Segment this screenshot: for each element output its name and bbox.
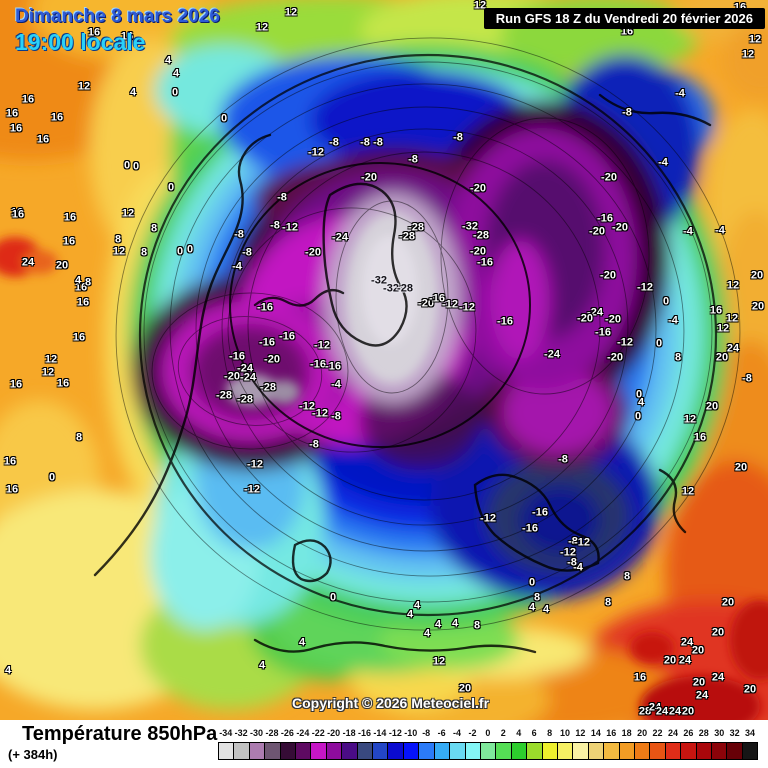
colorbar-tick: -32 [234, 728, 248, 738]
colorbar-cells [218, 742, 758, 760]
colorbar-cell [342, 743, 358, 759]
forecast-hour-label: (+ 384h) [8, 747, 58, 762]
colorbar-tick: 24 [667, 728, 678, 738]
colorbar-tick: 18 [621, 728, 632, 738]
colorbar-cell [511, 743, 528, 759]
run-info-box: Run GFS 18 Z du Vendredi 20 février 2026 [483, 8, 765, 29]
colorbar-tick: -6 [437, 728, 446, 738]
colorbar-tick: -24 [296, 728, 310, 738]
colorbar-cell [542, 743, 558, 759]
colorbar-tick: 2 [500, 728, 506, 738]
colorbar-cell [650, 743, 666, 759]
colorbar-tick: 16 [606, 728, 617, 738]
colorbar-cell [265, 743, 281, 759]
colorbar-tick: 20 [637, 728, 648, 738]
temperature-map-svg [0, 0, 768, 720]
colorbar-cell [742, 743, 758, 759]
colorbar-tick: 4 [516, 728, 522, 738]
colorbar-tick: -16 [358, 728, 372, 738]
colorbar-tick: 8 [547, 728, 553, 738]
colorbar-tick: 30 [714, 728, 725, 738]
colorbar-cell [588, 743, 605, 759]
map-area: 1616161616161616161616121212121616121212… [0, 0, 768, 720]
colorbar-tick: -26 [280, 728, 294, 738]
colorbar-tick: -4 [453, 728, 462, 738]
colorbar-tick: 28 [698, 728, 709, 738]
colorbar-tick: -12 [388, 728, 402, 738]
map-title: Température 850hPa [22, 723, 218, 745]
colorbar-cell [234, 743, 250, 759]
colorbar-cell [634, 743, 651, 759]
colorbar-cell [480, 743, 497, 759]
colorbar-cell [419, 743, 435, 759]
colorbar-cell [712, 743, 728, 759]
colorbar-tick: -10 [404, 728, 418, 738]
forecast-date-label: Dimanche 8 mars 2026 [15, 6, 220, 27]
colorbar-cell [604, 743, 620, 759]
colorbar-cell [280, 743, 297, 759]
colorbar-tick: -22 [311, 728, 325, 738]
colorbar-tick: 34 [745, 728, 756, 738]
colorbar-cell [326, 743, 343, 759]
colorbar-cell [450, 743, 466, 759]
colorbar-tick: -34 [219, 728, 233, 738]
colorbar-cell [434, 743, 451, 759]
colorbar-tick: 12 [575, 728, 586, 738]
colorbar-tick: 10 [559, 728, 570, 738]
run-info-text: Run GFS 18 Z du Vendredi 20 février 2026 [495, 11, 753, 26]
colorbar-cell [249, 743, 266, 759]
colorbar-tick: 26 [683, 728, 694, 738]
colorbar-cell [388, 743, 404, 759]
colorbar-tick: 0 [485, 728, 491, 738]
colorbar-cell [527, 743, 543, 759]
colorbar-tick: -20 [327, 728, 341, 738]
colorbar-cell [357, 743, 374, 759]
colorbar-tick: -8 [422, 728, 431, 738]
colorbar-tick: 14 [590, 728, 601, 738]
colorbar-cell [696, 743, 712, 759]
colorbar-cell [403, 743, 420, 759]
colorbar-cell [681, 743, 697, 759]
colorbar-cell [296, 743, 312, 759]
colorbar-cell [311, 743, 327, 759]
colorbar-cell [496, 743, 512, 759]
colorbar-tick: -14 [373, 728, 387, 738]
colorbar-cell [219, 743, 235, 759]
copyright-text: Copyright © 2026 Meteociel.fr [292, 695, 490, 711]
colorbar-tick: -2 [468, 728, 477, 738]
colorbar-cell [573, 743, 589, 759]
colorbar-tick-labels: -34 -32 -30 -28 -26 -24 -22 -20 -18 -16 -14 -12 -10-… [218, 728, 758, 738]
forecast-time-label: 19:00 locale [15, 29, 146, 55]
colorbar-cell [727, 743, 743, 759]
colorbar-tick: 22 [652, 728, 663, 738]
colorbar-tick: 6 [531, 728, 537, 738]
colorbar-cell [557, 743, 574, 759]
colorbar-cell [465, 743, 481, 759]
colorbar-tick: -28 [265, 728, 279, 738]
legend-footer: Température 850hPa (+ 384h) -34 -32 -30 -28… [0, 720, 768, 768]
colorbar-cell [619, 743, 635, 759]
colorbar-tick: -18 [342, 728, 356, 738]
colorbar-tick: -30 [250, 728, 264, 738]
colorbar-cell [665, 743, 682, 759]
colorbar-cell [373, 743, 389, 759]
colorbar-tick: 32 [729, 728, 740, 738]
